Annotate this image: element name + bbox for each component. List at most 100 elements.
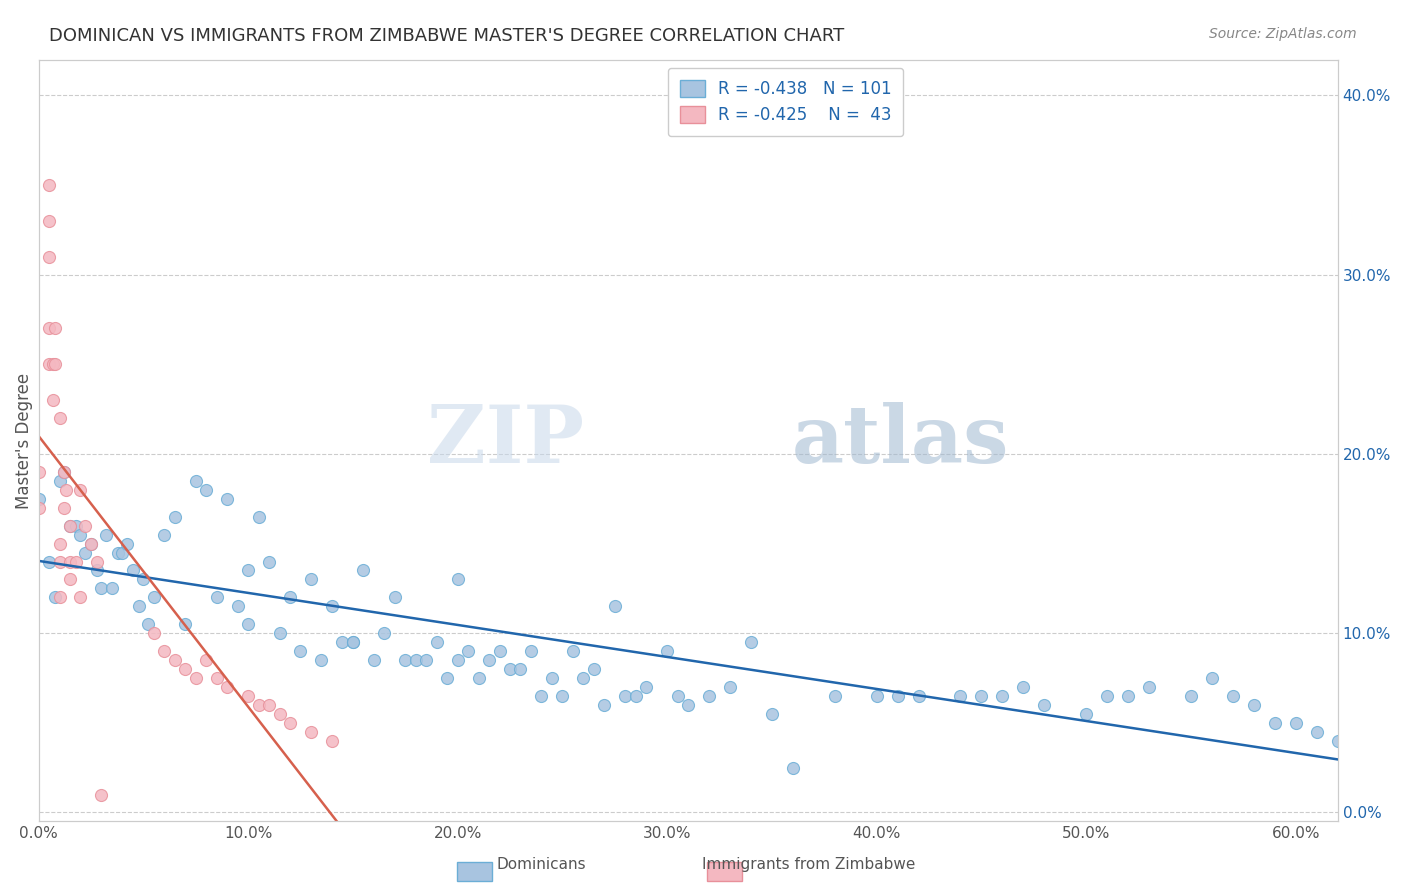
Point <box>1095 689 1118 703</box>
Text: DOMINICAN VS IMMIGRANTS FROM ZIMBABWE MASTER'S DEGREE CORRELATION CHART: DOMINICAN VS IMMIGRANTS FROM ZIMBABWE MA… <box>49 27 845 45</box>
Point <box>184 671 207 685</box>
Point <box>132 573 155 587</box>
Point <box>217 491 239 506</box>
Point <box>52 500 75 515</box>
Point <box>373 626 395 640</box>
Point <box>299 573 322 587</box>
Point <box>52 465 75 479</box>
Point <box>541 671 564 685</box>
Point <box>121 564 143 578</box>
Point <box>247 698 270 712</box>
Point <box>55 483 77 497</box>
Point <box>174 662 197 676</box>
Point <box>86 564 108 578</box>
Point <box>655 644 678 658</box>
Point <box>321 733 343 747</box>
Point <box>499 662 522 676</box>
Point <box>636 680 658 694</box>
Point <box>614 689 637 703</box>
Point <box>257 555 280 569</box>
Point <box>1076 706 1098 721</box>
Point <box>278 591 301 605</box>
Point <box>457 644 479 658</box>
Point <box>205 671 228 685</box>
Point <box>342 635 364 649</box>
Point <box>1305 724 1327 739</box>
Point <box>59 518 82 533</box>
Point <box>48 474 70 488</box>
Point <box>236 564 259 578</box>
Point <box>1264 715 1286 730</box>
Point <box>446 573 468 587</box>
Point <box>1201 671 1223 685</box>
Point <box>226 599 249 614</box>
Point <box>247 509 270 524</box>
Point <box>269 706 291 721</box>
Point <box>163 509 186 524</box>
Text: Source: ZipAtlas.com: Source: ZipAtlas.com <box>1209 27 1357 41</box>
Point <box>69 483 91 497</box>
Point <box>1116 689 1139 703</box>
Point <box>907 689 929 703</box>
Point <box>27 491 49 506</box>
Point <box>761 706 783 721</box>
Point <box>572 671 595 685</box>
Point <box>582 662 605 676</box>
Point <box>163 653 186 667</box>
Point <box>363 653 385 667</box>
Point <box>824 689 846 703</box>
Point <box>94 527 117 541</box>
Point <box>676 698 699 712</box>
Point <box>80 536 103 550</box>
Point <box>1243 698 1265 712</box>
Point <box>90 582 112 596</box>
Point <box>44 321 66 335</box>
Point <box>311 653 333 667</box>
Point <box>48 536 70 550</box>
Point <box>561 644 583 658</box>
Point <box>415 653 437 667</box>
Point <box>86 555 108 569</box>
Point <box>352 564 374 578</box>
Text: Immigrants from Zimbabwe: Immigrants from Zimbabwe <box>702 857 915 872</box>
Point <box>38 178 60 192</box>
Point <box>949 689 972 703</box>
Point <box>1033 698 1056 712</box>
Point <box>52 465 75 479</box>
Point <box>866 689 889 703</box>
Point <box>740 635 762 649</box>
Point <box>38 321 60 335</box>
Point <box>384 591 406 605</box>
Point <box>195 653 218 667</box>
Point <box>426 635 449 649</box>
Point <box>174 617 197 632</box>
Point <box>236 689 259 703</box>
Point <box>603 599 626 614</box>
Point <box>991 689 1014 703</box>
Point <box>593 698 616 712</box>
Point <box>405 653 427 667</box>
Point <box>27 500 49 515</box>
Point <box>278 715 301 730</box>
Point <box>478 653 501 667</box>
Point <box>886 689 908 703</box>
Point <box>65 518 87 533</box>
Point <box>136 617 159 632</box>
Point <box>697 689 720 703</box>
Point <box>153 644 176 658</box>
Y-axis label: Master's Degree: Master's Degree <box>15 373 32 508</box>
Point <box>970 689 993 703</box>
Point <box>42 393 65 408</box>
Point <box>48 555 70 569</box>
Point <box>38 214 60 228</box>
Point <box>666 689 689 703</box>
Point <box>38 250 60 264</box>
Point <box>236 617 259 632</box>
Point <box>111 545 134 559</box>
Point <box>59 555 82 569</box>
Point <box>782 761 804 775</box>
Point <box>69 527 91 541</box>
Point <box>1137 680 1160 694</box>
Point <box>38 555 60 569</box>
Point <box>44 357 66 371</box>
